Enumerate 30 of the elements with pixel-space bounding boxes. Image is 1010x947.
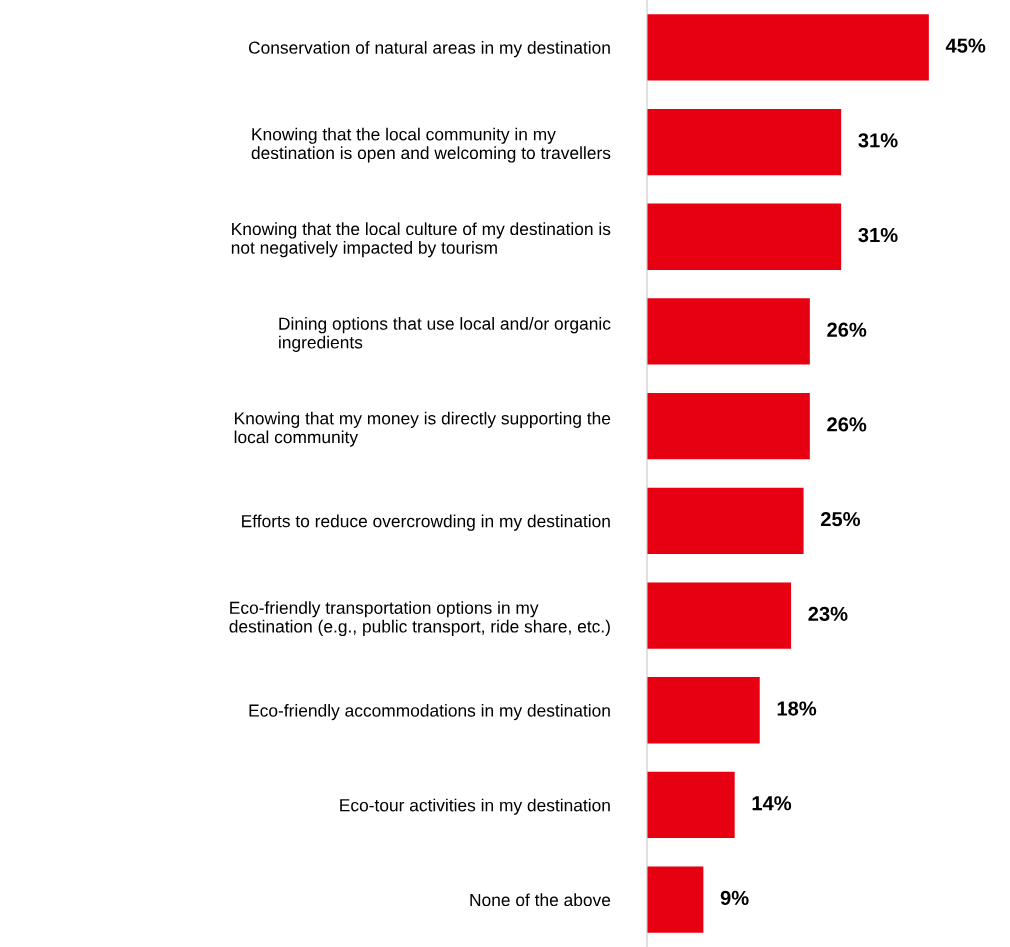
bar (647, 108, 842, 176)
data-label: 31% (858, 133, 898, 148)
data-label: 9% (720, 890, 749, 906)
y-tick-label: Efforts to reduce overcrowding in my destination (242, 514, 610, 531)
data-label: 45% (945, 38, 986, 53)
bar (647, 298, 810, 365)
bar (647, 771, 735, 839)
bar (647, 866, 704, 933)
y-tick-label: Dining options that use local and/or organic ingredients (279, 317, 611, 352)
data-label: 14% (752, 796, 792, 811)
bar (647, 203, 842, 270)
y-tick-label: Eco-tour activities in my destination (340, 798, 610, 815)
data-label: 25% (820, 512, 861, 527)
bar (647, 677, 760, 744)
y-tick-label: Knowing that my money is directly supporting the local community (234, 411, 611, 447)
bar (647, 487, 804, 554)
bar (647, 393, 810, 460)
bar (647, 582, 792, 649)
y-tick-label: None of the above (470, 893, 611, 907)
y-tick-label: Eco-friendly transportation options in my destination (e.g., public transport, ride share, etc.) (229, 601, 610, 637)
y-tick-label: Conservation of natural areas in my destination (248, 41, 610, 58)
data-label: 26% (827, 322, 867, 337)
y-tick-label: Eco-friendly accommodations in my destination (249, 703, 610, 721)
data-label: 31% (858, 227, 898, 243)
y-tick-label: Knowing that the local culture of my destination is not negatively impacted by tourism (231, 222, 611, 258)
data-label: 26% (827, 417, 867, 432)
bar (647, 14, 929, 81)
data-label: 18% (777, 701, 817, 716)
data-label: 23% (808, 606, 848, 621)
y-tick-label: Knowing that the local community in my destination is open and welcoming to travellers (251, 127, 611, 163)
